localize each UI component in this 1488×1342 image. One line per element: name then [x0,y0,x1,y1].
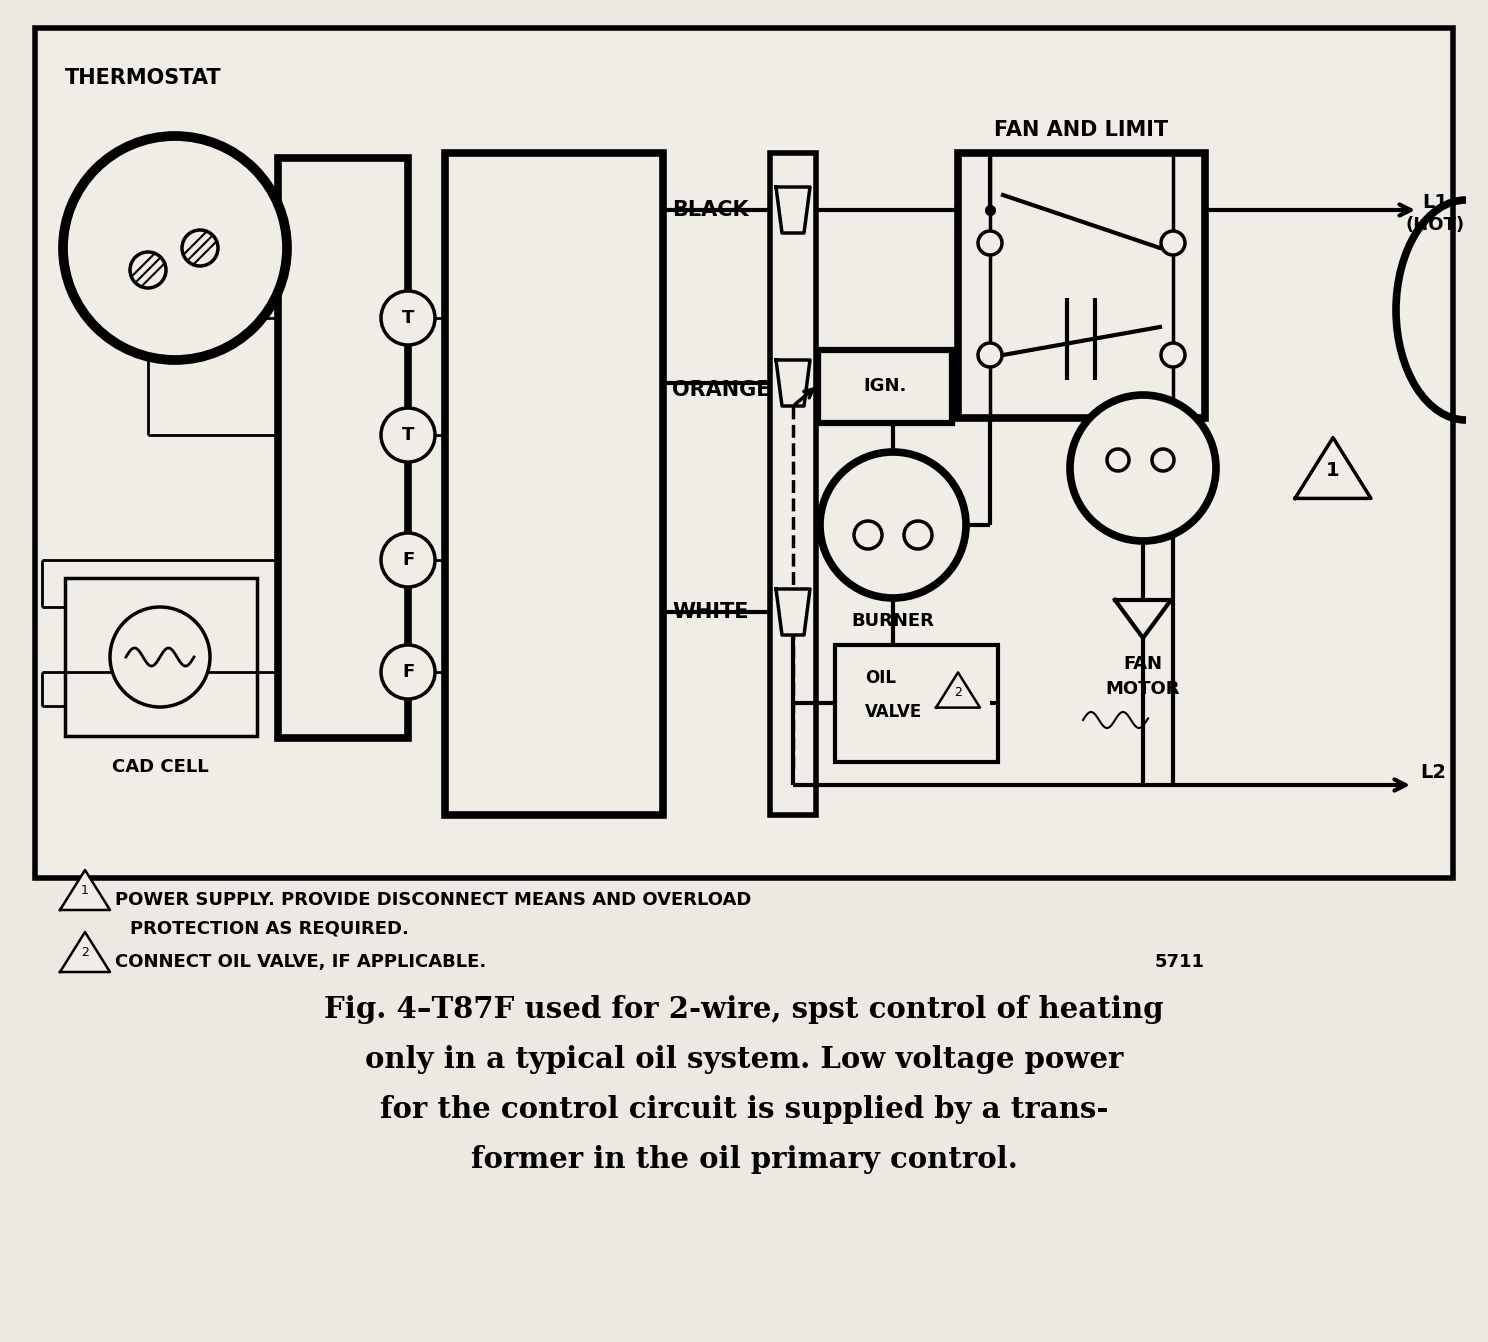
Polygon shape [1295,437,1370,498]
Circle shape [381,291,434,345]
Circle shape [1152,450,1174,471]
Text: FAN: FAN [1123,655,1162,672]
Text: (HOT): (HOT) [1406,216,1464,234]
Circle shape [62,136,287,360]
Circle shape [1161,344,1184,366]
Circle shape [381,646,434,699]
Text: Fig. 4–T87F used for 2-wire, spst control of heating: Fig. 4–T87F used for 2-wire, spst contro… [324,996,1164,1024]
Circle shape [129,252,167,289]
Circle shape [820,452,966,599]
Text: former in the oil primary control.: former in the oil primary control. [470,1146,1018,1174]
Bar [818,350,952,423]
Text: THERMOSTAT: THERMOSTAT [65,68,222,89]
Text: F: F [402,663,414,680]
Text: FAN AND LIMIT: FAN AND LIMIT [994,119,1168,140]
Text: ORANGE: ORANGE [673,380,771,400]
Circle shape [1070,395,1216,541]
Text: WHITE: WHITE [673,603,748,621]
Text: 2: 2 [80,946,89,960]
Text: 2: 2 [954,687,961,699]
Circle shape [905,521,931,549]
Text: BURNER: BURNER [851,612,934,629]
Text: T: T [402,309,414,327]
Text: for the control circuit is supplied by a trans-: for the control circuit is supplied by a… [379,1095,1109,1125]
Circle shape [978,231,1001,255]
Text: POWER SUPPLY. PROVIDE DISCONNECT MEANS AND OVERLOAD: POWER SUPPLY. PROVIDE DISCONNECT MEANS A… [115,891,751,909]
Text: OIL: OIL [865,670,896,687]
Text: 1: 1 [1326,460,1339,479]
Circle shape [110,607,210,707]
Bar [958,153,1205,417]
Circle shape [1161,231,1184,255]
Circle shape [1107,450,1129,471]
Circle shape [381,408,434,462]
Text: CONNECT OIL VALVE, IF APPLICABLE.: CONNECT OIL VALVE, IF APPLICABLE. [115,953,487,972]
Polygon shape [777,187,809,234]
Text: 5711: 5711 [1155,953,1205,972]
Bar [65,578,257,735]
Text: only in a typical oil system. Low voltage power: only in a typical oil system. Low voltag… [365,1045,1123,1075]
Text: VALVE: VALVE [865,703,923,721]
Text: MOTOR: MOTOR [1106,680,1180,698]
Text: IGN.: IGN. [863,377,906,395]
Text: L2: L2 [1420,762,1446,781]
Polygon shape [1115,600,1171,637]
Text: CAD CELL: CAD CELL [112,758,208,776]
Bar [769,153,815,815]
Circle shape [978,344,1001,366]
Text: BLACK: BLACK [673,200,748,220]
Bar [445,153,664,815]
Text: T: T [402,425,414,444]
Polygon shape [936,672,981,707]
Polygon shape [60,931,110,972]
Polygon shape [777,589,809,635]
Text: F: F [402,552,414,569]
Polygon shape [777,360,809,407]
Bar [835,646,998,762]
Circle shape [182,229,219,266]
Bar [36,28,1452,878]
Text: PROTECTION AS REQUIRED.: PROTECTION AS REQUIRED. [129,921,409,938]
Text: 1: 1 [80,884,89,898]
Polygon shape [60,870,110,910]
Circle shape [854,521,882,549]
Circle shape [381,533,434,586]
Text: L1: L1 [1423,192,1448,212]
Bar [278,158,408,738]
